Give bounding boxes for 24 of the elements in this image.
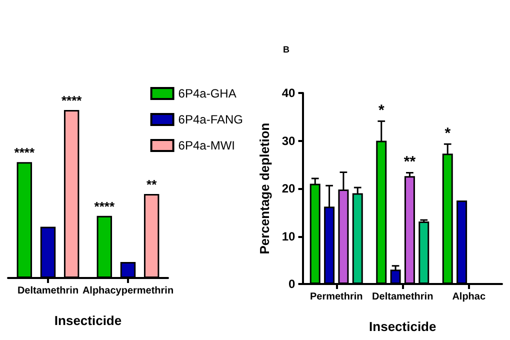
y-tick-label: 40 (282, 86, 296, 100)
x-tick-label: Alphacypermethrin (82, 286, 174, 296)
y-axis-title: Percentage depletion (257, 122, 272, 254)
x-tick-label: Alphac (452, 292, 486, 302)
x-tick-label: Deltamethrin (17, 286, 79, 296)
text: **** (61, 93, 83, 108)
x-axis-title: Insecticide (369, 319, 436, 334)
annotation: * (444, 125, 451, 142)
annotation: ** (146, 177, 158, 192)
y-tick-label: 10 (282, 229, 296, 244)
y-tick-label: 30 (282, 134, 296, 148)
y-tick-label: 20 (282, 182, 296, 196)
legend-label: 6P4a-MWI (178, 138, 235, 152)
x-tick-label: Deltamethrin (372, 292, 434, 302)
legend-label: 6P4a-FANG (178, 112, 244, 126)
annotation: **** (14, 145, 36, 160)
y-tick-label: 0 (288, 277, 296, 291)
annotation: **** (94, 198, 116, 214)
annotation: ** (404, 154, 416, 171)
annotation: * (378, 102, 384, 120)
x-axis-title: Insecticide (54, 313, 122, 328)
chart-title: B (283, 44, 290, 54)
x-tick-label: Permethrin (310, 292, 363, 302)
legend-label: 6P4a-GHA (178, 86, 236, 100)
